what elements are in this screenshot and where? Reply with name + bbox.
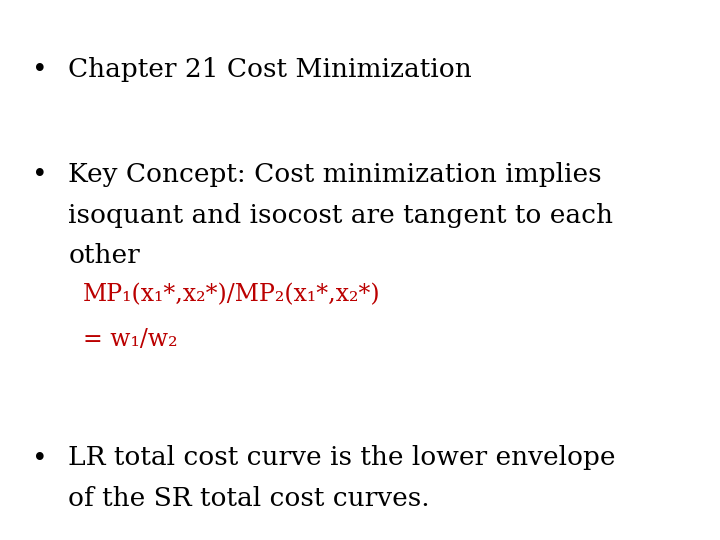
Text: •: • bbox=[32, 446, 48, 470]
Text: MP₁(x₁*,x₂*)/MP₂(x₁*,x₂*): MP₁(x₁*,x₂*)/MP₂(x₁*,x₂*) bbox=[83, 284, 380, 307]
Text: •: • bbox=[32, 57, 48, 82]
Text: = w₁/w₂: = w₁/w₂ bbox=[83, 328, 177, 351]
Text: other: other bbox=[68, 243, 140, 268]
Text: of the SR total cost curves.: of the SR total cost curves. bbox=[68, 486, 430, 511]
Text: Chapter 21 Cost Minimization: Chapter 21 Cost Minimization bbox=[68, 57, 472, 82]
Text: LR total cost curve is the lower envelope: LR total cost curve is the lower envelop… bbox=[68, 446, 616, 470]
Text: isoquant and isocost are tangent to each: isoquant and isocost are tangent to each bbox=[68, 202, 613, 227]
Text: •: • bbox=[32, 162, 48, 187]
Text: Key Concept: Cost minimization implies: Key Concept: Cost minimization implies bbox=[68, 162, 602, 187]
